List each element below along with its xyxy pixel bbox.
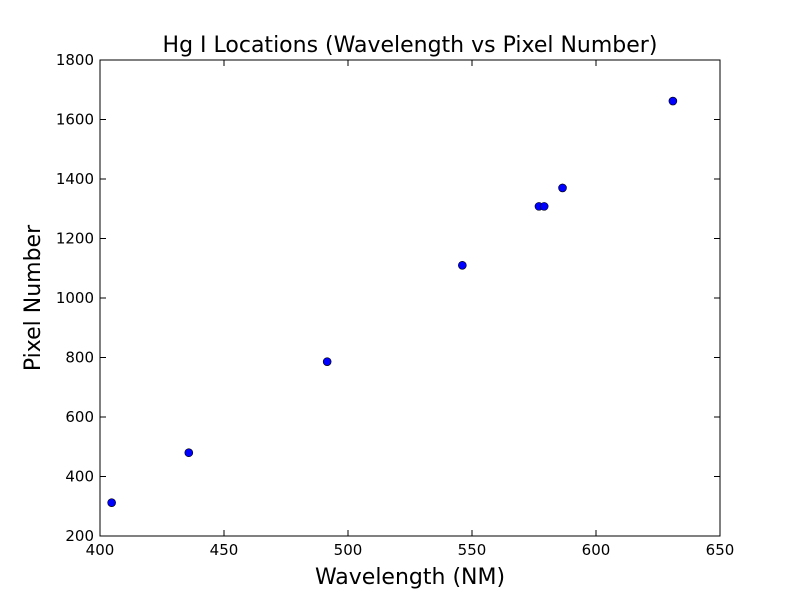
data-point <box>458 260 467 270</box>
x-axis-label: Wavelength (NM) <box>315 565 505 590</box>
chart-title: Hg I Locations (Wavelength vs Pixel Numb… <box>163 33 658 58</box>
y-tick-label: 1600 <box>56 111 94 129</box>
y-tick-label: 1200 <box>56 230 94 248</box>
axis-ticks <box>99 59 721 537</box>
data-point <box>539 202 549 211</box>
data-point <box>184 448 194 458</box>
data-point <box>668 96 678 106</box>
x-tick-label: 650 <box>706 541 735 559</box>
x-tick-label: 600 <box>582 541 611 559</box>
y-tick-label: 1400 <box>56 170 94 188</box>
data-point <box>558 183 567 193</box>
x-tick-label: 400 <box>86 541 115 559</box>
y-tick-label: 1800 <box>56 51 94 69</box>
y-tick-label: 200 <box>65 527 94 545</box>
y-tick-label: 600 <box>65 408 94 426</box>
plot-area-frame <box>99 59 721 537</box>
y-tick-label: 800 <box>65 349 94 367</box>
data-point <box>107 498 116 507</box>
y-tick-label: 400 <box>65 468 94 486</box>
x-tick-label: 500 <box>334 541 363 559</box>
x-tick-label: 550 <box>458 541 487 559</box>
y-tick-label: 1000 <box>56 289 94 307</box>
x-tick-label: 450 <box>210 541 239 559</box>
axis-tick-labels: 400 450 500 550 600 6502004006008001000120014… <box>56 51 735 559</box>
data-point <box>322 357 332 366</box>
y-axis-label: Pixel Number <box>21 224 46 371</box>
data-points <box>107 96 678 507</box>
